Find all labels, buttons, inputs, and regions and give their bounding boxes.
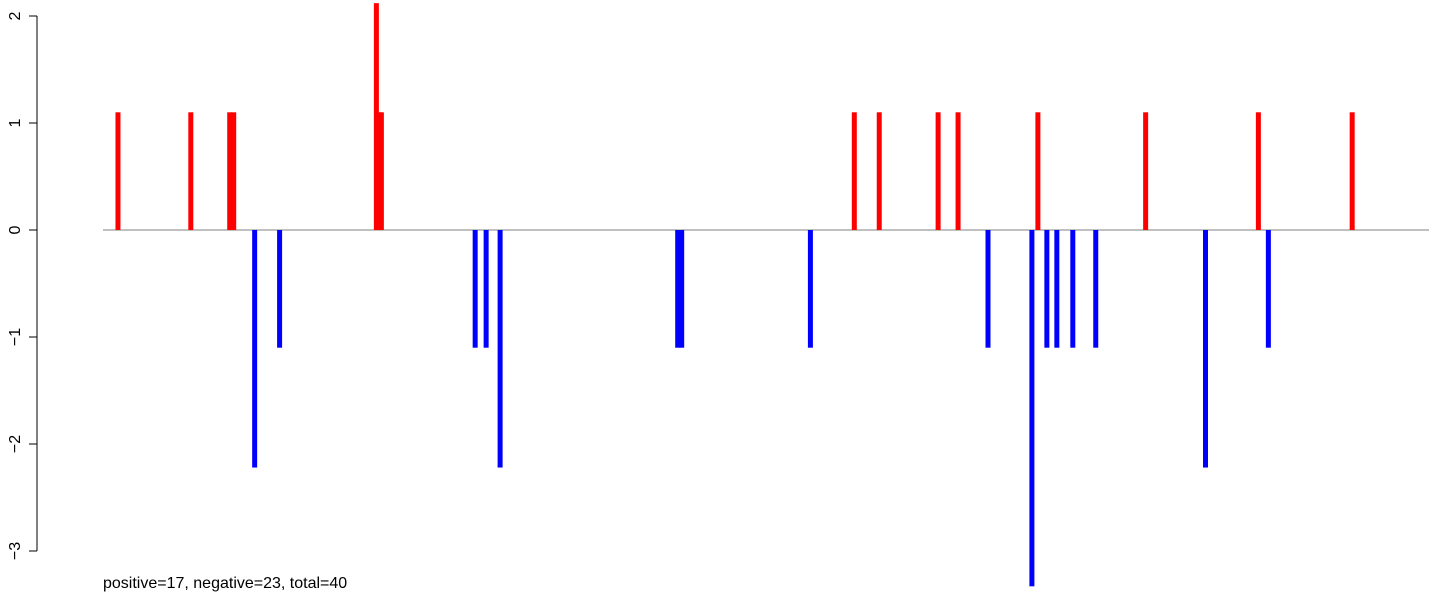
bar-positive xyxy=(373,3,379,230)
bar-negative xyxy=(277,230,283,348)
bar-negative xyxy=(807,230,813,348)
bars-group xyxy=(115,3,1355,587)
bar-negative xyxy=(497,230,503,468)
bar-positive xyxy=(876,112,882,230)
bar-negative xyxy=(1070,230,1076,348)
bar-positive xyxy=(935,112,941,230)
bar-negative xyxy=(675,230,681,348)
bar-positive xyxy=(955,112,961,230)
bar-negative xyxy=(1203,230,1209,468)
y-tick-label: 0 xyxy=(7,225,24,234)
bar-negative xyxy=(1044,230,1050,348)
y-tick-label: −1 xyxy=(7,328,24,346)
bar-negative xyxy=(472,230,478,348)
bar-positive xyxy=(231,112,237,230)
bar-positive xyxy=(378,112,384,230)
bar-negative xyxy=(1093,230,1099,348)
summary-label: positive=17, negative=23, total=40 xyxy=(103,575,347,592)
bar-positive xyxy=(115,112,121,230)
bar-negative xyxy=(252,230,258,468)
y-tick-label: −3 xyxy=(7,542,24,560)
bar-negative xyxy=(1265,230,1271,348)
bar-positive xyxy=(188,112,194,230)
bar-negative xyxy=(1029,230,1035,587)
bar-negative xyxy=(985,230,991,348)
y-tick-label: 2 xyxy=(7,11,24,20)
bar-positive xyxy=(227,112,233,230)
bar-negative xyxy=(1054,230,1060,348)
bar-positive xyxy=(1035,112,1041,230)
bar-positive xyxy=(851,112,857,230)
bar-positive xyxy=(1143,112,1149,230)
bar-positive xyxy=(1255,112,1261,230)
y-tick-label: −2 xyxy=(7,435,24,453)
y-tick-label: 1 xyxy=(7,118,24,127)
y-axis: −3 −2 −1 0 1 2 xyxy=(7,11,38,560)
bar-negative xyxy=(483,230,489,348)
bar-negative xyxy=(679,230,685,348)
bar-positive xyxy=(1349,112,1355,230)
